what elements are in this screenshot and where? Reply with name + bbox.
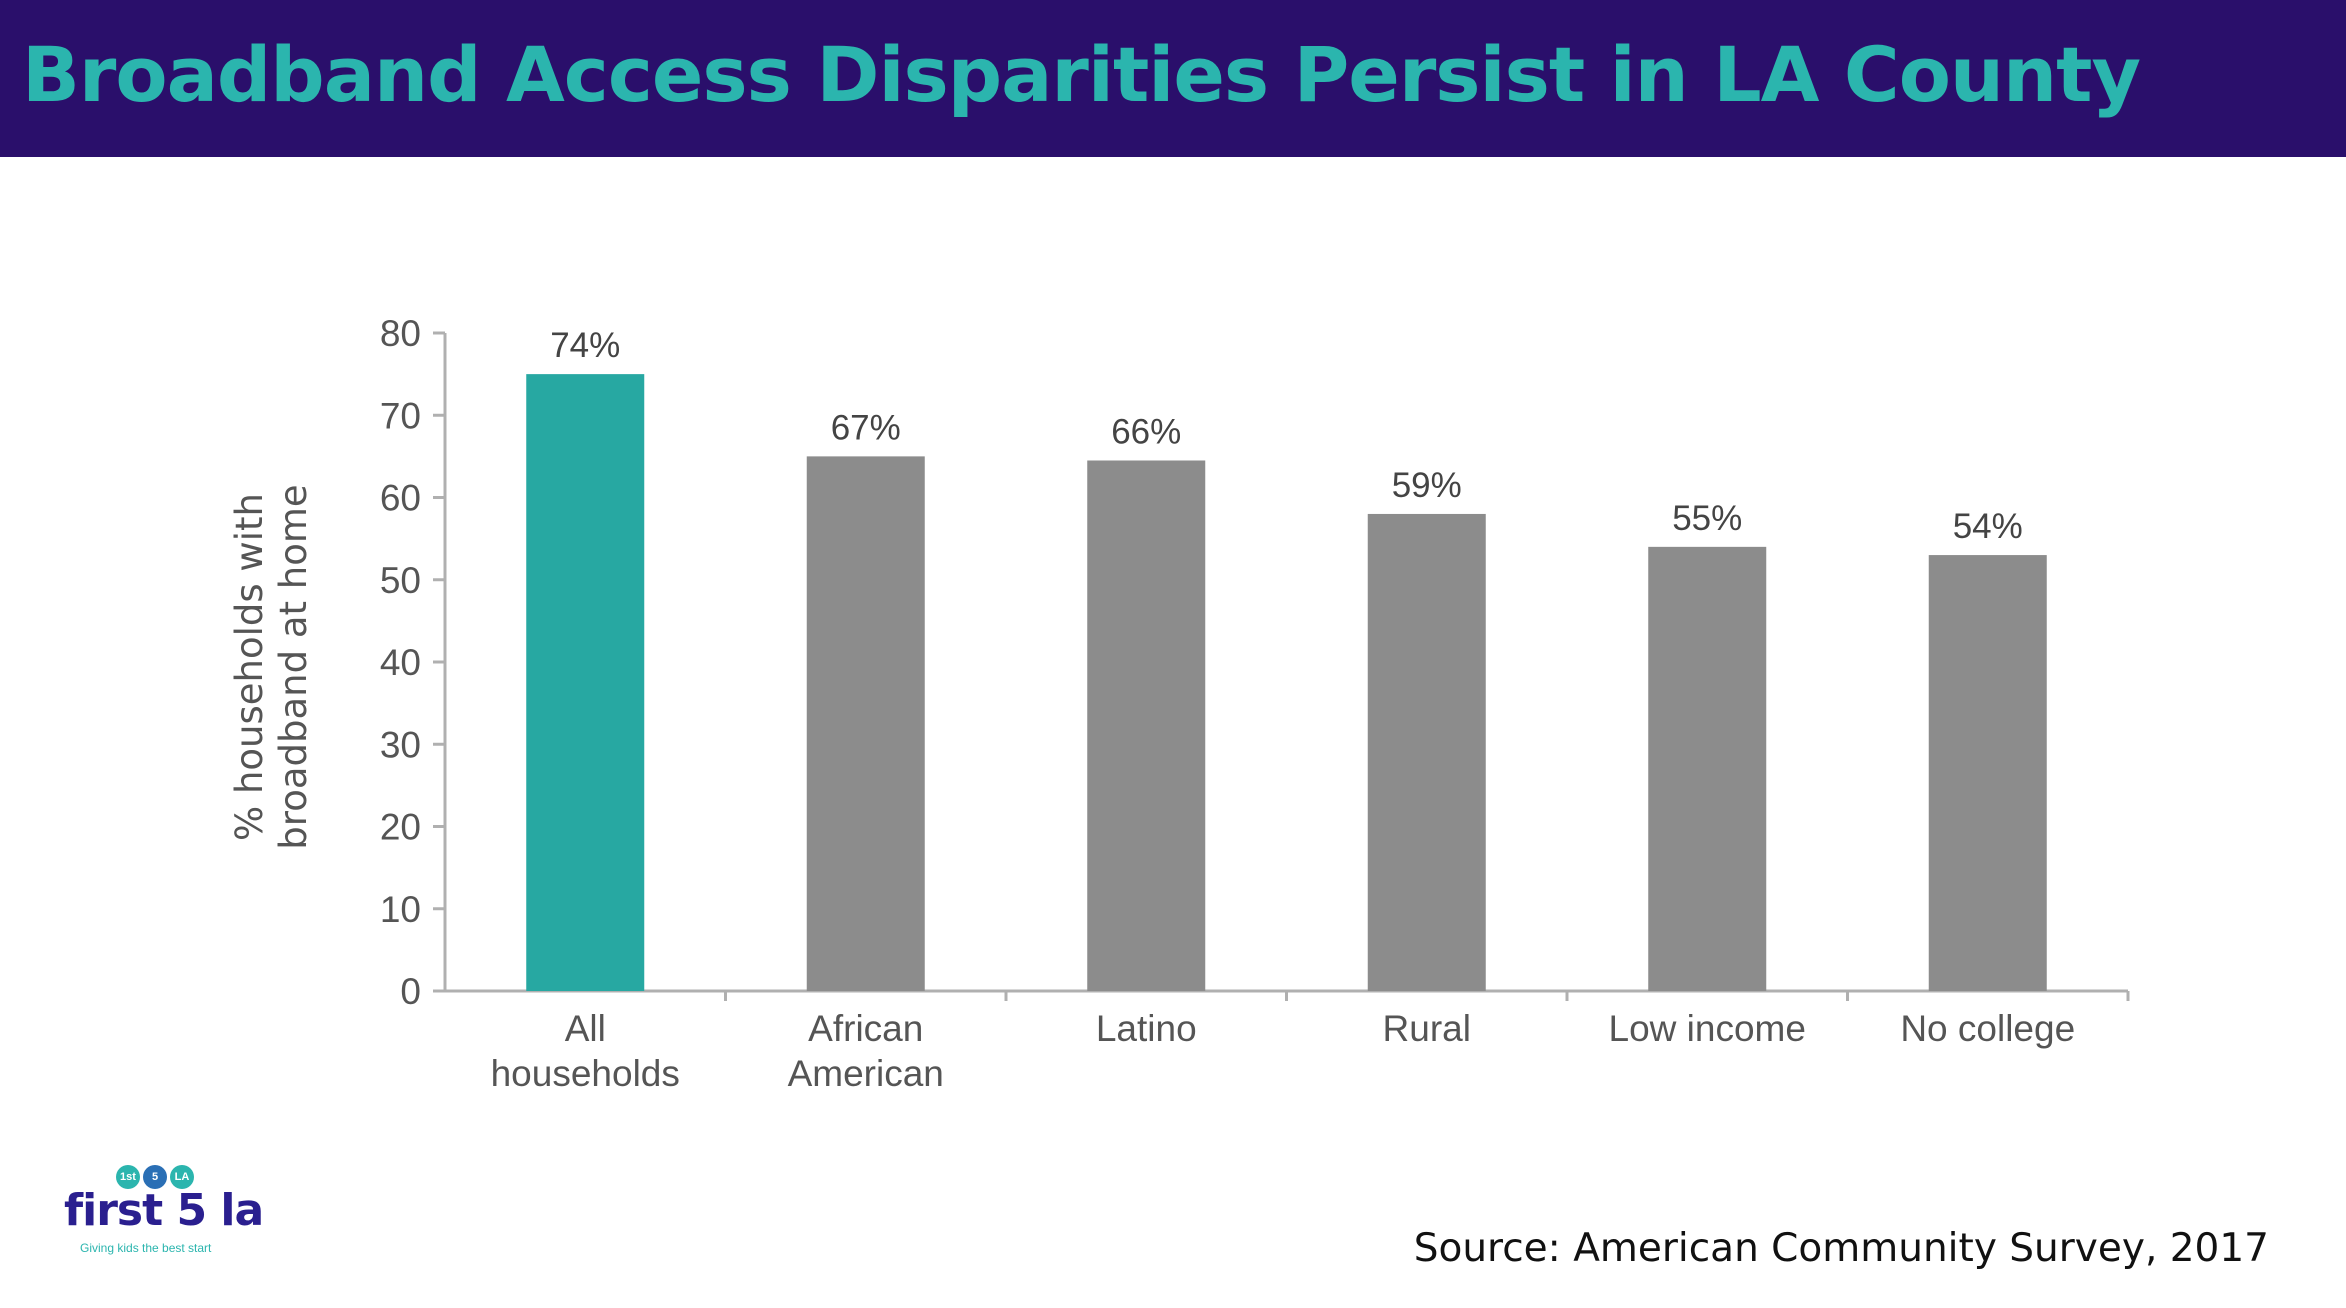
category-label: No college xyxy=(1900,1008,2075,1049)
bar xyxy=(1087,460,1206,991)
y-tick-label: 0 xyxy=(400,971,421,1012)
bar xyxy=(1648,546,1767,991)
data-label: 59% xyxy=(1392,466,1462,505)
category-label: All xyxy=(565,1008,606,1049)
y-tick-label: 30 xyxy=(380,724,421,765)
data-labels: 74% 67% 66% 59% 55% 54% xyxy=(550,326,2023,546)
slide-title: Broadband Access Disparities Persist in … xyxy=(22,30,2141,119)
category-label: Low income xyxy=(1609,1008,1806,1049)
category-label: Rural xyxy=(1383,1008,1471,1049)
category-label: American xyxy=(788,1053,944,1094)
bar-chart: % households with broadband at home 0 10 20… xyxy=(228,313,2130,1094)
y-tick-label: 20 xyxy=(380,807,421,848)
category-label: Latino xyxy=(1096,1008,1197,1049)
data-label: 66% xyxy=(1111,412,1181,451)
y-tick-label: 60 xyxy=(380,478,421,519)
y-axis-ticks: 0 10 20 30 40 50 60 70 80 xyxy=(380,313,445,1012)
logo-tagline: Giving kids the best start xyxy=(80,1241,212,1255)
data-label: 74% xyxy=(550,326,620,365)
header-bar: Broadband Access Disparities Persist in … xyxy=(0,0,2346,157)
data-label: 54% xyxy=(1953,507,2023,546)
logo-wordmark: first 5 la xyxy=(64,1185,264,1236)
category-label: African xyxy=(808,1008,923,1049)
logo-dots: 1st 5 LA xyxy=(116,1165,197,1193)
logo-dot-5: 5 xyxy=(143,1165,167,1189)
y-tick-label: 80 xyxy=(380,313,421,354)
logo-dot-1st: 1st xyxy=(116,1165,140,1189)
first5la-logo: 1st 5 LA first 5 la Giving kids the best s… xyxy=(64,1165,264,1261)
y-axis-title-line: broadband at home xyxy=(272,484,315,849)
y-tick-label: 50 xyxy=(380,560,421,601)
data-label: 55% xyxy=(1672,499,1742,538)
y-axis-title-line: % households with xyxy=(228,493,271,841)
bar xyxy=(1367,513,1486,991)
category-label: households xyxy=(491,1053,680,1094)
y-tick-label: 70 xyxy=(380,395,421,436)
chart-axes xyxy=(443,333,2130,1001)
bar xyxy=(806,456,925,991)
y-tick-label: 10 xyxy=(380,889,421,930)
y-axis-title: % households with broadband at home xyxy=(228,484,315,849)
data-label: 67% xyxy=(831,408,901,447)
bar xyxy=(1928,555,2047,991)
source-note: Source: American Community Survey, 2017 xyxy=(1413,1226,2269,1271)
bar xyxy=(526,374,645,991)
chart-bars xyxy=(526,374,2047,991)
y-tick-label: 40 xyxy=(380,642,421,683)
logo-dot-la: LA xyxy=(170,1165,194,1189)
